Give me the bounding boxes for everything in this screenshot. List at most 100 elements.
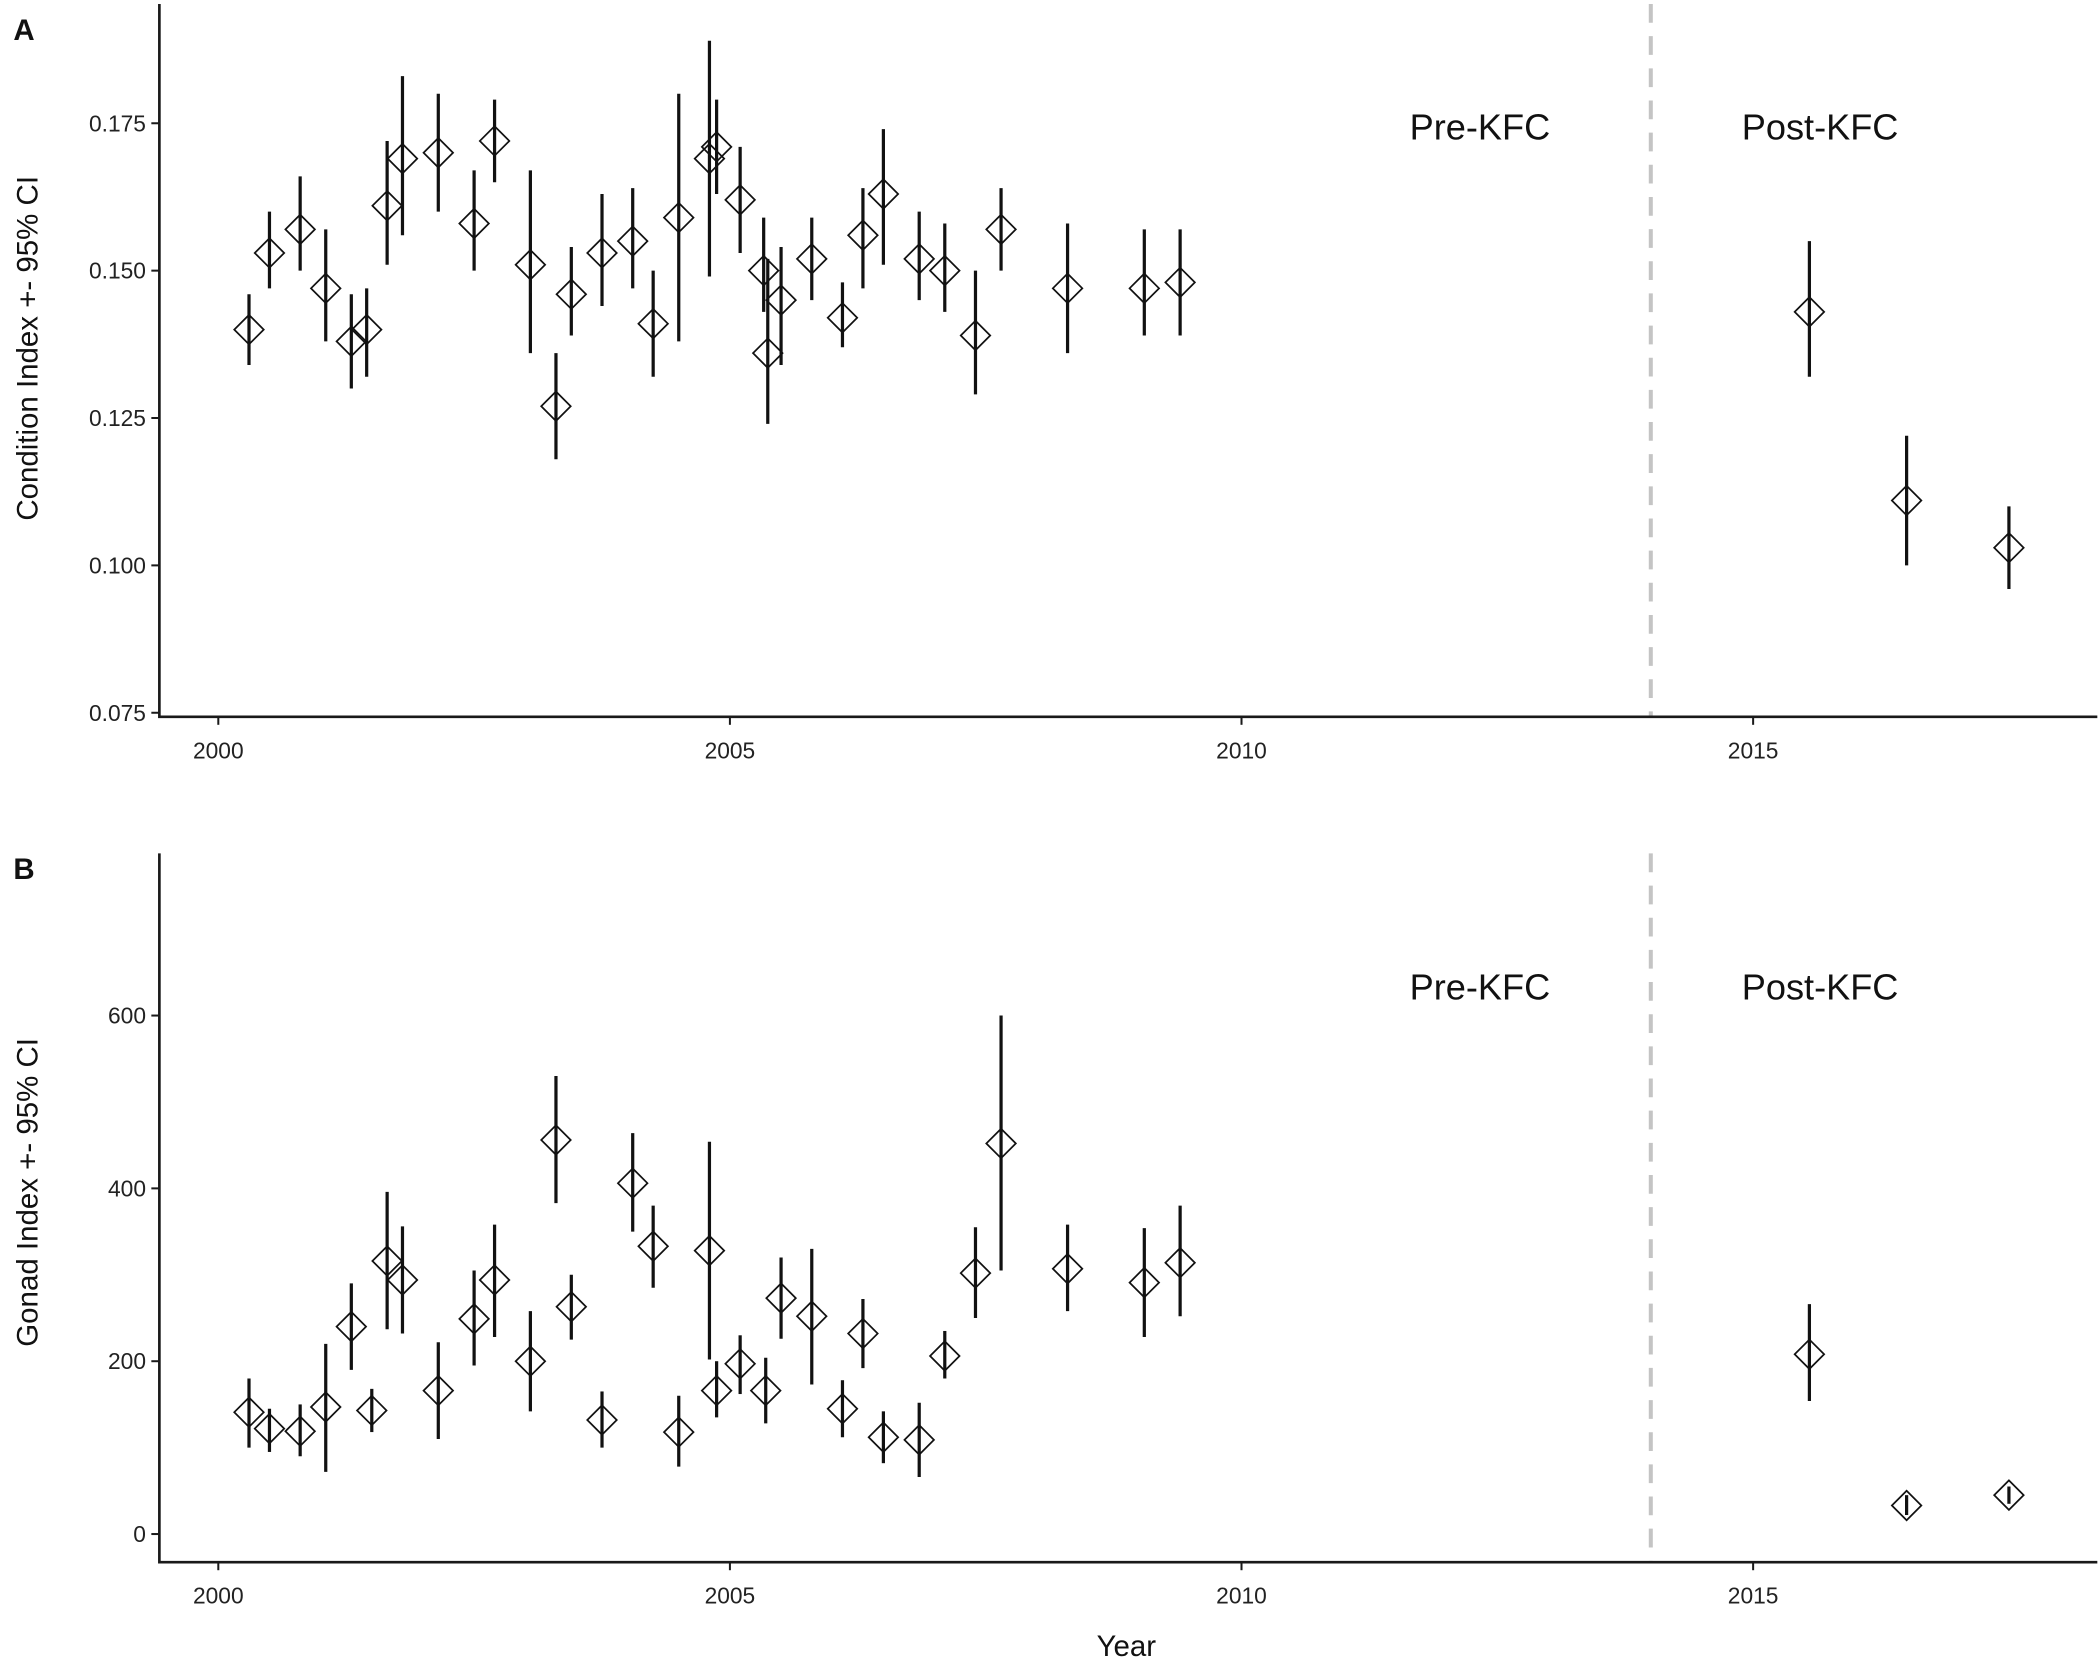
diamond-marker	[586, 236, 618, 269]
y-tick-label: 0.075	[89, 700, 146, 726]
diamond-marker	[371, 189, 404, 222]
x-tick-label: 2000	[193, 1583, 244, 1609]
diamond-marker	[846, 219, 879, 252]
annotation-post-kfc-a: Post-KFC	[1742, 106, 1899, 147]
annotation-pre-kfc-b: Pre-KFC	[1410, 966, 1551, 1007]
x-tick-label: 2010	[1216, 1583, 1267, 1609]
diamond-marker	[422, 136, 455, 169]
diamond-marker	[1992, 531, 2025, 564]
x-tick-label: 2010	[1216, 737, 1267, 763]
diamond-marker	[1793, 295, 1826, 328]
diamond-marker	[637, 1230, 670, 1263]
diamond-marker	[765, 284, 798, 317]
diamond-marker	[514, 1345, 547, 1378]
diamond-marker	[959, 319, 992, 352]
diamond-marker	[749, 1374, 782, 1407]
diamond-marker	[693, 1234, 726, 1267]
y-tick-label: 0.175	[89, 110, 146, 136]
diamond-marker	[867, 1421, 900, 1454]
y-axis-title-b: Gonad Index +- 95% CI	[12, 1038, 45, 1347]
diamond-marker	[335, 325, 368, 358]
plot-area-b: 0 200 400 600 2000 2005 2010 2015	[108, 853, 2098, 1609]
diamond-marker	[700, 130, 733, 163]
axes	[158, 4, 2098, 719]
diamond-marker	[959, 1257, 992, 1290]
diamond-marker	[928, 1340, 961, 1372]
diamond-marker	[616, 1167, 649, 1200]
diamond-marker	[765, 1282, 798, 1315]
y-axis-title-a: Condition Index +- 95% CI	[12, 176, 45, 521]
diamond-marker	[478, 1264, 511, 1296]
diamond-marker	[693, 142, 726, 175]
diamond-marker	[637, 307, 670, 340]
diamond-marker	[335, 1310, 368, 1343]
diamond-marker	[867, 178, 900, 210]
x-tick-label: 2005	[705, 1583, 756, 1609]
panel-a: A Condition Index +- 95% CI 0.075 0.100 0.…	[12, 4, 2098, 763]
diamond-marker	[284, 213, 317, 246]
diamond-marker	[514, 248, 547, 281]
diamond-marker	[662, 201, 695, 234]
x-tick-label: 2015	[1728, 737, 1779, 763]
diamond-marker	[422, 1374, 455, 1407]
y-tick-label: 200	[108, 1348, 146, 1374]
y-tick-label: 0.150	[89, 258, 146, 284]
y-tick-label: 0.125	[89, 405, 146, 431]
annotation-post-kfc-b: Post-KFC	[1742, 966, 1899, 1007]
x-tick-label: 2015	[1728, 1583, 1779, 1609]
diamond-marker	[371, 1244, 404, 1277]
diamond-marker	[751, 337, 784, 370]
diamond-marker	[616, 225, 649, 258]
x-tick-label: 2005	[705, 737, 756, 763]
diamond-marker	[284, 1415, 317, 1448]
diamond-marker	[386, 1264, 419, 1296]
diamond-marker	[1793, 1338, 1826, 1371]
diamond-marker	[309, 1391, 342, 1423]
panel-letter-b: B	[13, 853, 34, 886]
diamond-marker	[253, 236, 286, 269]
diamond-marker	[1890, 1489, 1923, 1522]
diamond-marker	[1164, 266, 1197, 299]
y-tick-label: 400	[108, 1175, 146, 1201]
diamond-marker	[355, 1394, 388, 1427]
diamond-marker	[1051, 1252, 1084, 1285]
panel-letter-a: A	[13, 14, 34, 47]
diamond-marker	[458, 207, 491, 240]
diamond-marker	[846, 1317, 879, 1350]
diamond-marker	[233, 313, 265, 346]
diamond-marker	[253, 1412, 286, 1445]
x-axis-title: Year	[1097, 1630, 1157, 1663]
diamond-marker	[555, 278, 588, 311]
diamond-marker	[795, 1300, 828, 1333]
diamond-marker	[1890, 484, 1923, 517]
diamond-marker	[1128, 1266, 1161, 1299]
diamond-marker	[985, 1127, 1018, 1160]
diamond-marker	[540, 390, 572, 423]
axes	[158, 853, 2098, 1564]
diamond-marker	[233, 1396, 265, 1429]
diamond-marker	[724, 183, 757, 216]
diamond-marker	[795, 242, 828, 275]
diamond-marker	[985, 213, 1018, 246]
diamond-marker	[826, 301, 859, 334]
annotation-pre-kfc-a: Pre-KFC	[1410, 106, 1551, 147]
diamond-marker	[458, 1302, 491, 1335]
diamond-marker	[700, 1374, 733, 1407]
y-tick-label: 0.100	[89, 552, 146, 578]
plot-area-a: 0.075 0.100 0.125 0.150 0.175 2000 2005 2010 201…	[89, 4, 2098, 763]
diamond-marker	[826, 1392, 859, 1425]
diamond-marker	[903, 1423, 936, 1456]
diamond-marker	[555, 1290, 588, 1323]
diamond-marker	[540, 1124, 572, 1156]
y-tick-label: 600	[108, 1003, 146, 1029]
diamond-marker	[350, 313, 383, 346]
diamond-marker	[1128, 272, 1161, 305]
diamond-marker	[1164, 1246, 1197, 1279]
diamond-marker	[386, 142, 419, 175]
diamond-marker	[662, 1416, 695, 1449]
y-tick-label: 0	[133, 1521, 146, 1547]
diamond-marker	[928, 254, 961, 287]
diamond-marker	[478, 124, 511, 157]
diamond-marker	[309, 272, 342, 305]
